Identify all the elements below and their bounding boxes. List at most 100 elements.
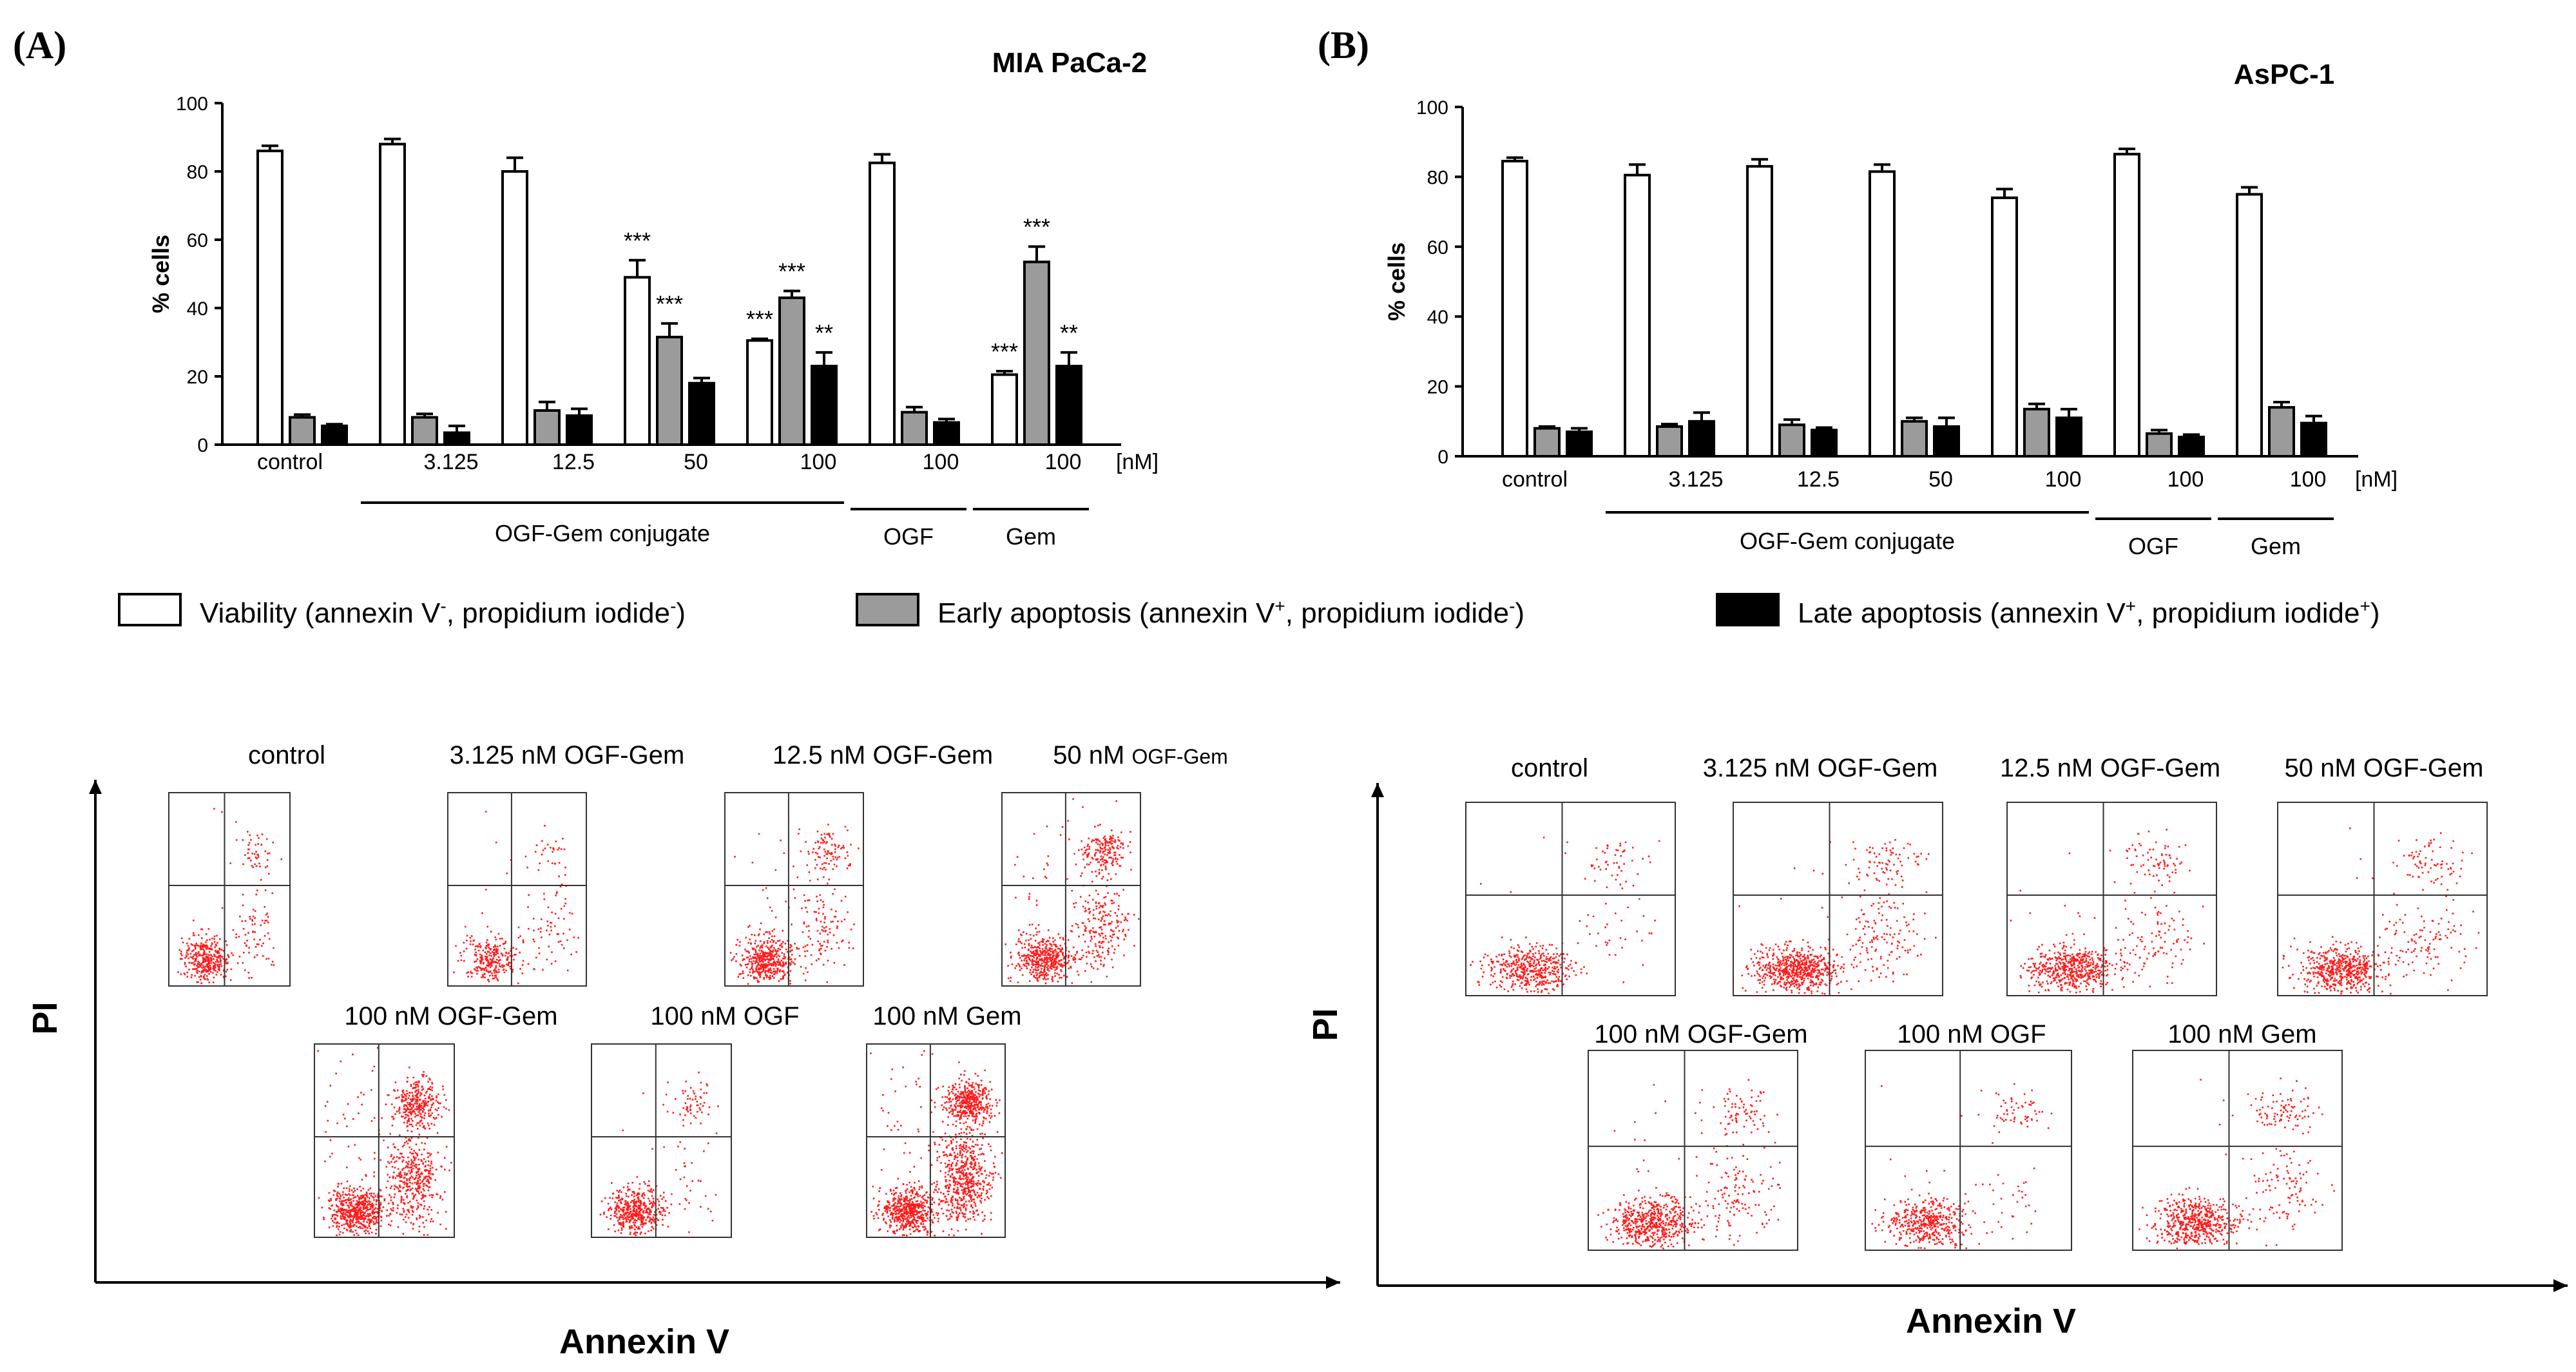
flow-plot-6: 100 nM OGF [591,1002,800,1238]
bar-early-apoptosis [411,416,438,446]
annexin-axis-label: Annexin V [559,1322,729,1361]
flow-plot-frame [591,1043,732,1238]
bar-chart-aspc-1: (B) AsPC-1 0 20 40 60 80 100 % cells control 3.125… [1318,24,2398,559]
flow-dots [1871,1083,2053,1250]
legend-superscript: + [2360,596,2370,616]
bar-late-apoptosis [1811,429,1838,458]
bar-late-apoptosis [688,382,715,446]
bar-late-apoptosis [1055,365,1082,446]
legend-label: Early apoptosis (annexin V+, propidium i… [937,596,1524,629]
y-tick-label: 100 [176,93,208,115]
legend-label: Viability (annexin V-, propidium iodide-… [200,596,686,629]
legend-text: , propidium iodide [2136,597,2360,629]
bar-viability [2236,193,2263,458]
flow-plot-title: control [248,741,325,769]
flow-plot-title-text: 50 nM OGF-Gem [2285,754,2484,782]
y-tick-label: 0 [197,435,208,456]
bar-early-apoptosis [1533,427,1561,458]
flow-dots [870,1050,1003,1237]
flow-dots [729,824,860,985]
flow-plot-title: 50 nM OGF-Gem [1053,741,1228,769]
flow-plot-1: control [1465,754,1676,996]
category-label: 3.125 [1668,467,1723,492]
y-axis-label: % cells [148,235,174,313]
group-label: Gem [2251,533,2301,559]
category-label: 100 [2045,467,2082,492]
flow-dots [1004,798,1140,985]
group-label: OGF [2128,533,2178,559]
bar-early-apoptosis [1656,425,1683,458]
significance-marker: *** [1023,214,1050,240]
bar-late-apoptosis [2178,436,2205,458]
flow-plot-title: 50 nM OGF-Gem [2285,754,2484,782]
legend-label: Late apoptosis (annexin V+, propidium io… [1798,596,2380,629]
flow-panel-aspc-1: Annexin V PI control 3.125 nM OGF-Gem 12.5 n… [1306,754,2568,1340]
category-label: 3.125 [423,450,478,474]
bar-late-apoptosis [1688,420,1715,458]
bar-viability [1501,160,1528,458]
y-tick-label: 20 [1427,377,1448,398]
flow-plot-title-text: control [248,741,325,769]
flow-plot-title: control [1511,754,1588,782]
category-label: 50 [684,450,708,474]
bar-viability [1869,170,1896,458]
bar-viability [1624,173,1651,458]
significance-marker: ** [1060,320,1078,346]
flow-plot-3: 12.5 nM OGF-Gem [2000,754,2220,996]
flow-plot-title-tail: OGF-Gem [1131,745,1227,768]
flow-plot-title-text: 50 nM [1053,741,1131,769]
y-tick-label: 80 [1427,167,1448,188]
flow-plot-2: 3.125 nM OGF-Gem [447,741,685,987]
flow-plot-title-text: control [1511,754,1588,782]
flow-dots [177,807,283,985]
legend-swatch [856,593,919,626]
category-label: 12.5 [552,450,595,474]
bar-late-apoptosis [1933,425,1960,458]
legend-text: ) [676,597,686,629]
flow-plot-title-text: 100 nM OGF [650,1002,799,1030]
flow-dots [1470,836,1660,994]
significance-marker: ** [815,320,833,346]
bar-early-apoptosis [289,416,316,446]
bar-charts-layer: (A) MIA PaCa-2 0 20 40 60 80 100 % cells control 3… [13,24,2398,559]
bar-early-apoptosis [656,336,683,446]
flow-dots [453,811,579,985]
flow-plot-title-text: 12.5 nM OGF-Gem [773,741,993,769]
bar-early-apoptosis [1778,423,1805,458]
flow-plot-title: 100 nM OGF-Gem [344,1002,557,1030]
flow-plot-title: 100 nM OGF-Gem [1594,1020,1807,1048]
flow-panel-mia-paca-2: Annexin V PI control 3.125 nM OGF-Gem 12.5 n… [26,741,1340,1361]
legend-text: , propidium iodide [1285,597,1509,629]
flow-plot-7: 100 nM Gem [866,1002,1022,1238]
bar-early-apoptosis [778,296,805,446]
flow-plot-frame [1001,792,1141,987]
y-tick-label: 100 [1416,97,1448,119]
flow-plot-title: 12.5 nM OGF-Gem [773,741,993,769]
legend-text: Early apoptosis (annexin V [937,597,1275,629]
pi-axis-arrow [1371,783,1384,797]
flow-plot-frame [2277,802,2488,996]
flow-plot-frame [168,792,291,987]
bar-early-apoptosis [1023,260,1050,446]
flow-plot-title: 3.125 nM OGF-Gem [450,741,685,769]
flow-plot-title-text: 100 nM Gem [2167,1020,2316,1048]
legend-item-1: Viability (annexin V-, propidium iodide-… [118,593,686,629]
flow-plot-title-text: 100 nM OGF-Gem [344,1002,557,1030]
bar-viability [746,339,773,446]
legend-superscript: + [1274,596,1285,616]
flow-plot-4: 50 nM OGF-Gem [2277,754,2488,996]
category-label: 100 [923,450,959,474]
significance-marker: *** [624,227,651,254]
bar-viability [256,150,284,446]
category-label: 100 [1045,450,1082,474]
bar-chart-mia-paca-2: (A) MIA PaCa-2 0 20 40 60 80 100 % cells control 3… [13,24,1158,550]
unit-label: [nM] [2355,467,2398,492]
flow-plot-7: 100 nM Gem [2132,1020,2343,1251]
legend: Viability (annexin V-, propidium iodide-… [118,593,2380,629]
y-tick-label: 40 [187,298,208,320]
bar-early-apoptosis [901,411,928,447]
pi-axis-label: PI [26,1001,64,1034]
flow-plot-title-text: 100 nM OGF [1897,1020,2046,1048]
flow-plot-title-text: 100 nM OGF-Gem [1594,1020,1807,1048]
